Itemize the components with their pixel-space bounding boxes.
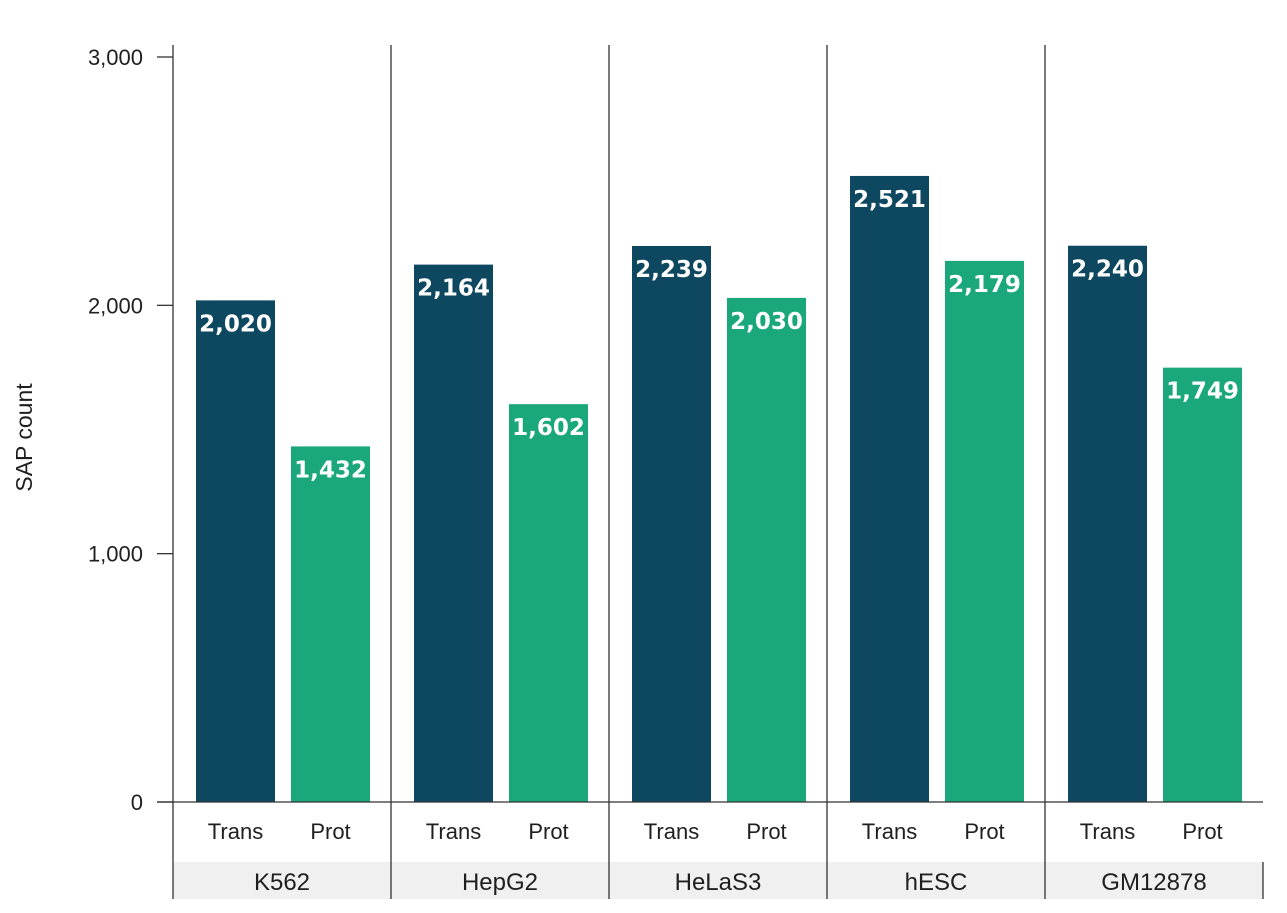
bar-k562-prot: [291, 446, 370, 802]
y-tick-label: 1,000: [88, 542, 143, 567]
bar-value-label: 2,020: [199, 311, 272, 337]
bar-gm12878-trans: [1068, 245, 1147, 802]
group-label: HepG2: [462, 869, 538, 896]
y-axis-title: SAP count: [11, 383, 37, 492]
bar-helas3-prot: [727, 297, 806, 802]
bar-value-label: 2,030: [730, 309, 803, 335]
x-category-label: Trans: [862, 819, 917, 844]
bar-value-label: 1,602: [512, 415, 585, 441]
x-category-label: Trans: [1080, 819, 1135, 844]
y-tick-label: 3,000: [88, 45, 143, 70]
group-label: K562: [254, 869, 310, 896]
x-category-label: Trans: [644, 819, 699, 844]
bar-hepg2-trans: [414, 264, 493, 802]
bar-value-label: 2,239: [635, 257, 708, 283]
x-category-label: Prot: [964, 819, 1004, 844]
bar-hepg2-prot: [509, 404, 588, 802]
x-category-label: Prot: [528, 819, 568, 844]
group-label-band: [173, 862, 1263, 899]
group-label: hESC: [905, 869, 968, 896]
bar-value-label: 2,521: [853, 187, 926, 213]
bar-value-label: 1,749: [1166, 379, 1239, 405]
bar-value-label: 2,240: [1071, 257, 1144, 283]
y-tick-label: 2,000: [88, 293, 143, 318]
group-label: GM12878: [1101, 869, 1206, 896]
x-category-label: Prot: [746, 819, 786, 844]
x-category-label: Prot: [1182, 819, 1222, 844]
bar-value-label: 1,432: [294, 457, 367, 483]
y-tick-label: 0: [131, 790, 143, 815]
x-category-label: Prot: [310, 819, 350, 844]
bar-value-label: 2,164: [417, 276, 490, 302]
bar-k562-trans: [196, 300, 275, 802]
bar-hesc-trans: [850, 175, 929, 802]
group-label: HeLaS3: [675, 869, 762, 896]
bar-value-label: 2,179: [948, 272, 1021, 298]
bar-gm12878-prot: [1163, 367, 1242, 802]
bar-hesc-prot: [945, 260, 1024, 802]
bar-helas3-trans: [632, 245, 711, 802]
x-category-label: Trans: [208, 819, 263, 844]
x-category-label: Trans: [426, 819, 481, 844]
